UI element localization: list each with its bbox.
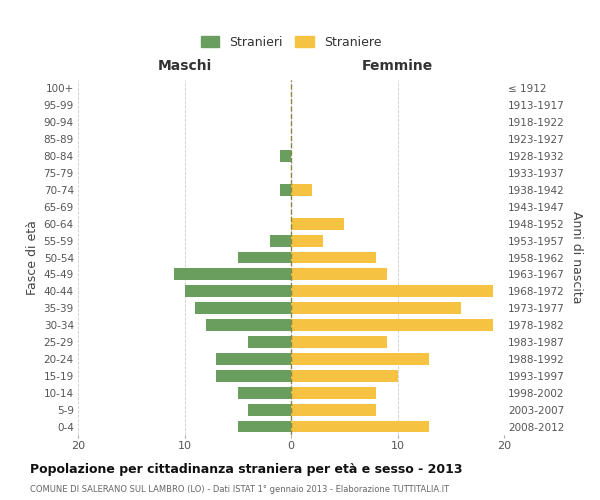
Bar [238,387,291,398]
Bar [195,302,291,314]
Bar [291,218,344,230]
Bar [217,353,291,365]
Bar [174,268,291,280]
Bar [291,420,430,432]
Bar [291,184,313,196]
Bar [291,268,387,280]
Bar [291,302,461,314]
Bar [206,319,291,331]
Text: Maschi: Maschi [157,59,212,73]
Bar [291,370,398,382]
Y-axis label: Anni di nascita: Anni di nascita [571,211,583,304]
Text: Popolazione per cittadinanza straniera per età e sesso - 2013: Popolazione per cittadinanza straniera p… [30,462,463,475]
Bar [291,387,376,398]
Legend: Stranieri, Straniere: Stranieri, Straniere [194,30,388,55]
Bar [291,353,430,365]
Bar [185,286,291,297]
Bar [291,252,376,264]
Bar [291,319,493,331]
Bar [291,234,323,246]
Bar [291,336,387,348]
Bar [270,234,291,246]
Text: COMUNE DI SALERANO SUL LAMBRO (LO) - Dati ISTAT 1° gennaio 2013 - Elaborazione T: COMUNE DI SALERANO SUL LAMBRO (LO) - Dat… [30,485,449,494]
Bar [248,404,291,415]
Bar [238,252,291,264]
Bar [248,336,291,348]
Bar [280,184,291,196]
Bar [291,286,493,297]
Bar [217,370,291,382]
Y-axis label: Fasce di età: Fasce di età [26,220,40,295]
Bar [280,150,291,162]
Bar [291,404,376,415]
Text: Femmine: Femmine [362,59,433,73]
Bar [238,420,291,432]
